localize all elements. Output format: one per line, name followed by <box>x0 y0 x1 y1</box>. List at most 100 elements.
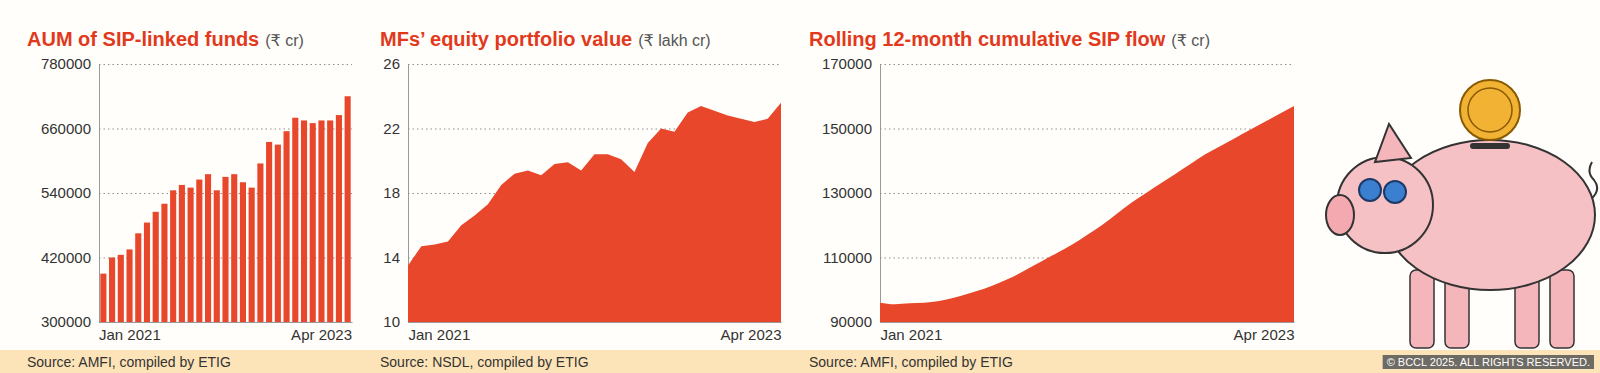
area <box>408 103 781 322</box>
unit-label: (₹ cr) <box>265 32 304 49</box>
bar <box>144 223 150 322</box>
illustration <box>1326 80 1597 348</box>
annotation-background <box>1383 355 1594 369</box>
y-tick-label: 150000 <box>822 120 872 137</box>
bar <box>153 212 159 322</box>
bar <box>109 258 115 323</box>
x-tick-label: Apr 2023 <box>721 326 782 343</box>
coin <box>1460 80 1520 140</box>
grid-line <box>99 64 352 65</box>
x-tick-label: Jan 2021 <box>409 326 471 343</box>
x-axis: Jan 2021 Apr 2023 <box>409 322 782 343</box>
title-text: AUM of SIP-linked funds <box>27 28 259 50</box>
x-tick-label: Apr 2023 <box>291 326 352 343</box>
bar <box>240 182 246 322</box>
x-tick: Apr 2023 <box>721 322 782 343</box>
y-tick-label: 660000 <box>41 120 91 137</box>
x-tick: Apr 2023 <box>1234 322 1295 343</box>
pig-leg <box>1410 270 1434 348</box>
x-tick: Apr 2023 <box>291 322 352 343</box>
bar <box>318 120 324 322</box>
pig-sunglasses <box>1384 181 1406 203</box>
bar <box>196 180 202 322</box>
pig-snout <box>1326 195 1354 235</box>
x-tick: Jan 2021 <box>99 322 161 343</box>
pig-leg <box>1550 270 1574 348</box>
bar <box>126 249 132 322</box>
y-tick-label: 420000 <box>41 249 91 266</box>
bar <box>266 142 272 322</box>
y-tick-label: 18 <box>383 184 400 201</box>
grid-line <box>408 64 781 65</box>
y-tick: 780000 <box>41 55 352 72</box>
bar <box>345 96 351 322</box>
x-axis: Jan 2021 Apr 2023 <box>881 322 1295 343</box>
bar <box>284 131 290 322</box>
x-tick-label: Jan 2021 <box>99 326 161 343</box>
y-axis: 90000110000130000150000170000 <box>822 55 1294 330</box>
grid-line <box>880 129 1294 130</box>
y-axis: 300000 420000 540000 660000 780000 <box>41 55 352 330</box>
bar <box>170 190 176 322</box>
grid-line <box>880 64 1294 65</box>
bar <box>231 174 237 322</box>
chart-title: Rolling 12-month cumulative SIP flow (₹ c… <box>809 28 1210 50</box>
source-note: Source: AMFI, compiled by ETIG <box>27 354 231 370</box>
y-tick-label: 110000 <box>823 249 872 266</box>
bar <box>292 118 298 322</box>
title-text: Rolling 12-month cumulative SIP flow <box>809 28 1166 50</box>
plot-marks <box>408 103 781 322</box>
bar <box>100 274 106 322</box>
bar <box>310 123 316 322</box>
bar <box>179 185 185 322</box>
bar <box>257 163 263 322</box>
annotation-text: © BCCL 2025. ALL RIGHTS RESERVED. <box>1387 356 1590 368</box>
y-tick-label: 90000 <box>830 313 872 330</box>
y-tick-label: 780000 <box>41 55 91 72</box>
bar <box>205 174 211 322</box>
y-tick-label: 300000 <box>41 313 91 330</box>
y-tick: 170000 <box>822 55 1294 72</box>
x-axis-line <box>409 322 782 323</box>
source-band <box>0 350 1600 373</box>
grid-line <box>99 322 352 323</box>
bar <box>135 233 141 322</box>
y-tick-label: 540000 <box>41 184 91 201</box>
x-axis-line <box>100 322 353 323</box>
chart-title: MFs’ equity portfolio value(₹ lakh cr) <box>380 28 711 50</box>
x-tick-label: Apr 2023 <box>1234 326 1295 343</box>
y-tick-label: 10 <box>383 313 400 330</box>
grid-line <box>408 322 781 323</box>
bar <box>275 145 281 322</box>
annotation: © BCCL 2025. ALL RIGHTS RESERVED. <box>1383 355 1594 369</box>
y-tick-label: 170000 <box>822 55 872 72</box>
x-axis-line <box>881 322 1295 323</box>
coin-rim <box>1468 88 1512 132</box>
bar <box>214 190 220 322</box>
bar <box>118 255 124 322</box>
pig-ear <box>1375 124 1411 162</box>
bar <box>336 115 342 322</box>
bar <box>222 177 228 322</box>
area <box>880 106 1294 322</box>
x-tick-label: Jan 2021 <box>881 326 943 343</box>
y-tick: 150000 <box>822 120 1294 137</box>
y-tick-label: 14 <box>383 249 400 266</box>
chart-title: AUM of SIP-linked funds (₹ cr) <box>27 28 304 50</box>
title-text: MFs’ equity portfolio value <box>380 28 632 50</box>
x-tick: Jan 2021 <box>409 322 471 343</box>
bar <box>327 120 333 322</box>
y-tick-label: 22 <box>383 120 400 137</box>
plot-marks <box>100 96 350 322</box>
chart-root: 300000 420000 540000 660000 780000 Jan 2021 Ap… <box>0 0 1600 373</box>
bar <box>161 204 167 322</box>
pig-sunglasses <box>1359 179 1381 201</box>
y-tick: 26 <box>383 55 781 72</box>
pig-slot <box>1470 143 1510 149</box>
bar <box>301 120 307 322</box>
unit-label: (₹ cr) <box>1171 32 1210 49</box>
bar <box>188 188 194 322</box>
y-tick-label: 26 <box>383 55 400 72</box>
bar <box>249 188 255 322</box>
x-axis: Jan 2021 Apr 2023 <box>99 322 353 343</box>
